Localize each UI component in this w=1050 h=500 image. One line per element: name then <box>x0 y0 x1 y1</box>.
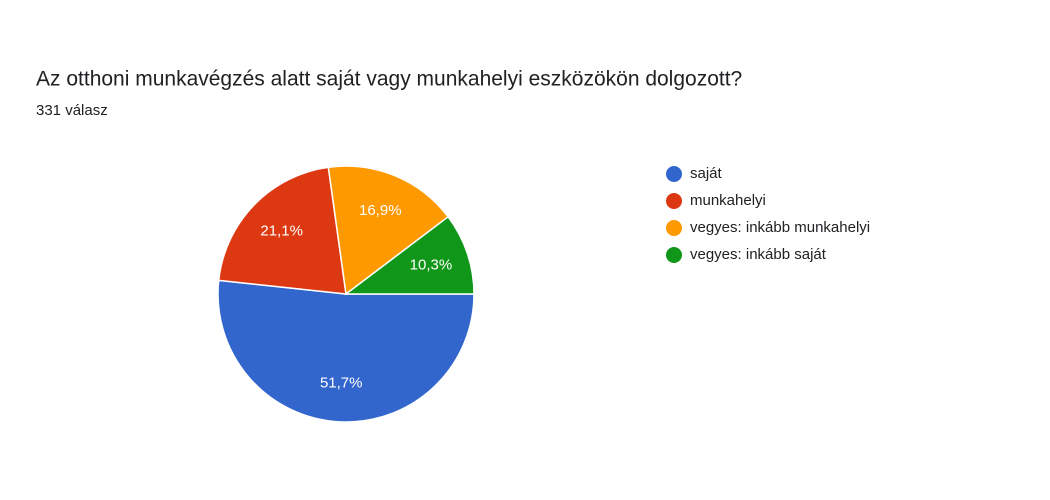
legend-swatch <box>666 247 682 263</box>
legend-swatch <box>666 166 682 182</box>
pie-slice <box>327 165 450 296</box>
chart-title: Az otthoni munkavégzés alatt saját vagy … <box>36 68 742 91</box>
legend-label: saját <box>690 165 723 182</box>
legend-label: munkahelyi <box>690 192 766 209</box>
slice-label: 21,1% <box>260 223 303 240</box>
slice-label: 51,7% <box>320 374 363 391</box>
slice-label: 10,3% <box>410 256 453 273</box>
pie-slice <box>343 215 475 295</box>
chart-subtitle: 331 válasz <box>36 102 108 119</box>
legend-swatch <box>666 220 682 236</box>
slice-label: 16,9% <box>359 202 402 219</box>
legend-swatch <box>666 193 682 209</box>
pie-slice <box>217 166 347 295</box>
pie-slice <box>217 279 475 423</box>
legend-label: vegyes: inkább munkahelyi <box>690 219 870 236</box>
legend-label: vegyes: inkább saját <box>690 246 827 263</box>
